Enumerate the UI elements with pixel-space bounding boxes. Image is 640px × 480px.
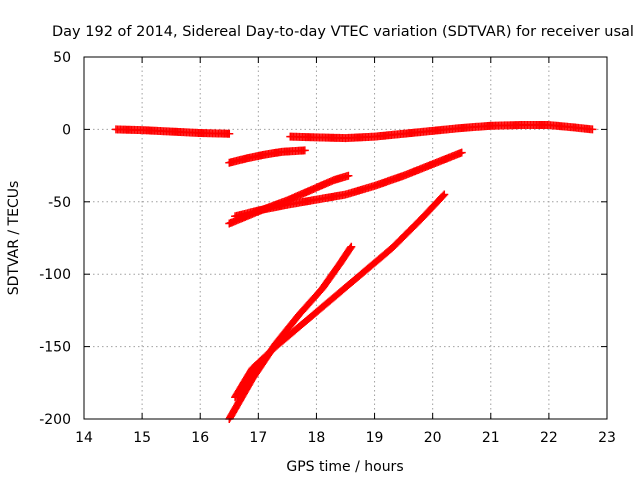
data-point <box>440 190 449 199</box>
y-tick-label: 0 <box>62 122 71 138</box>
y-tick-label: -200 <box>39 412 71 428</box>
x-tick-label: 23 <box>598 430 616 446</box>
y-tick-label: -150 <box>39 340 71 356</box>
x-tick-label: 14 <box>75 430 93 446</box>
grid-lines <box>84 57 607 419</box>
tick-labels: 14 15 16 17 18 19 20 21 22 23 -200 -150 -100 -50 0 50 <box>39 50 616 446</box>
y-axis-label: SDTVAR / TECUs <box>6 181 22 296</box>
data-point <box>225 129 234 138</box>
data-point <box>457 148 466 157</box>
x-axis-label: GPS time / hours <box>286 459 403 475</box>
series-track-1 <box>111 125 234 138</box>
data-point <box>439 191 448 200</box>
axis-ticks <box>83 56 608 420</box>
y-tick-label: -100 <box>39 267 71 283</box>
x-tick-label: 16 <box>191 430 209 446</box>
data-point <box>346 243 355 252</box>
y-tick-label: 50 <box>53 50 71 66</box>
x-tick-label: 20 <box>424 430 442 446</box>
series-track-7 <box>231 190 449 402</box>
x-tick-label: 17 <box>249 430 267 446</box>
x-tick-label: 21 <box>482 430 500 446</box>
series-track-2 <box>286 121 597 143</box>
x-tick-label: 22 <box>540 430 558 446</box>
data-layer <box>111 121 597 423</box>
series-track-5 <box>231 148 466 221</box>
chart-title: Day 192 of 2014, Sidereal Day-to-day VTE… <box>52 24 634 40</box>
x-tick-label: 15 <box>133 430 151 446</box>
data-point <box>344 171 353 180</box>
data-point <box>347 242 356 251</box>
data-point <box>588 125 597 134</box>
data-point <box>300 146 309 155</box>
plot-frame <box>83 56 608 420</box>
x-tick-label: 19 <box>366 430 384 446</box>
x-tick-label: 18 <box>308 430 326 446</box>
series-track-3 <box>225 146 309 167</box>
y-tick-label: -50 <box>48 195 71 211</box>
